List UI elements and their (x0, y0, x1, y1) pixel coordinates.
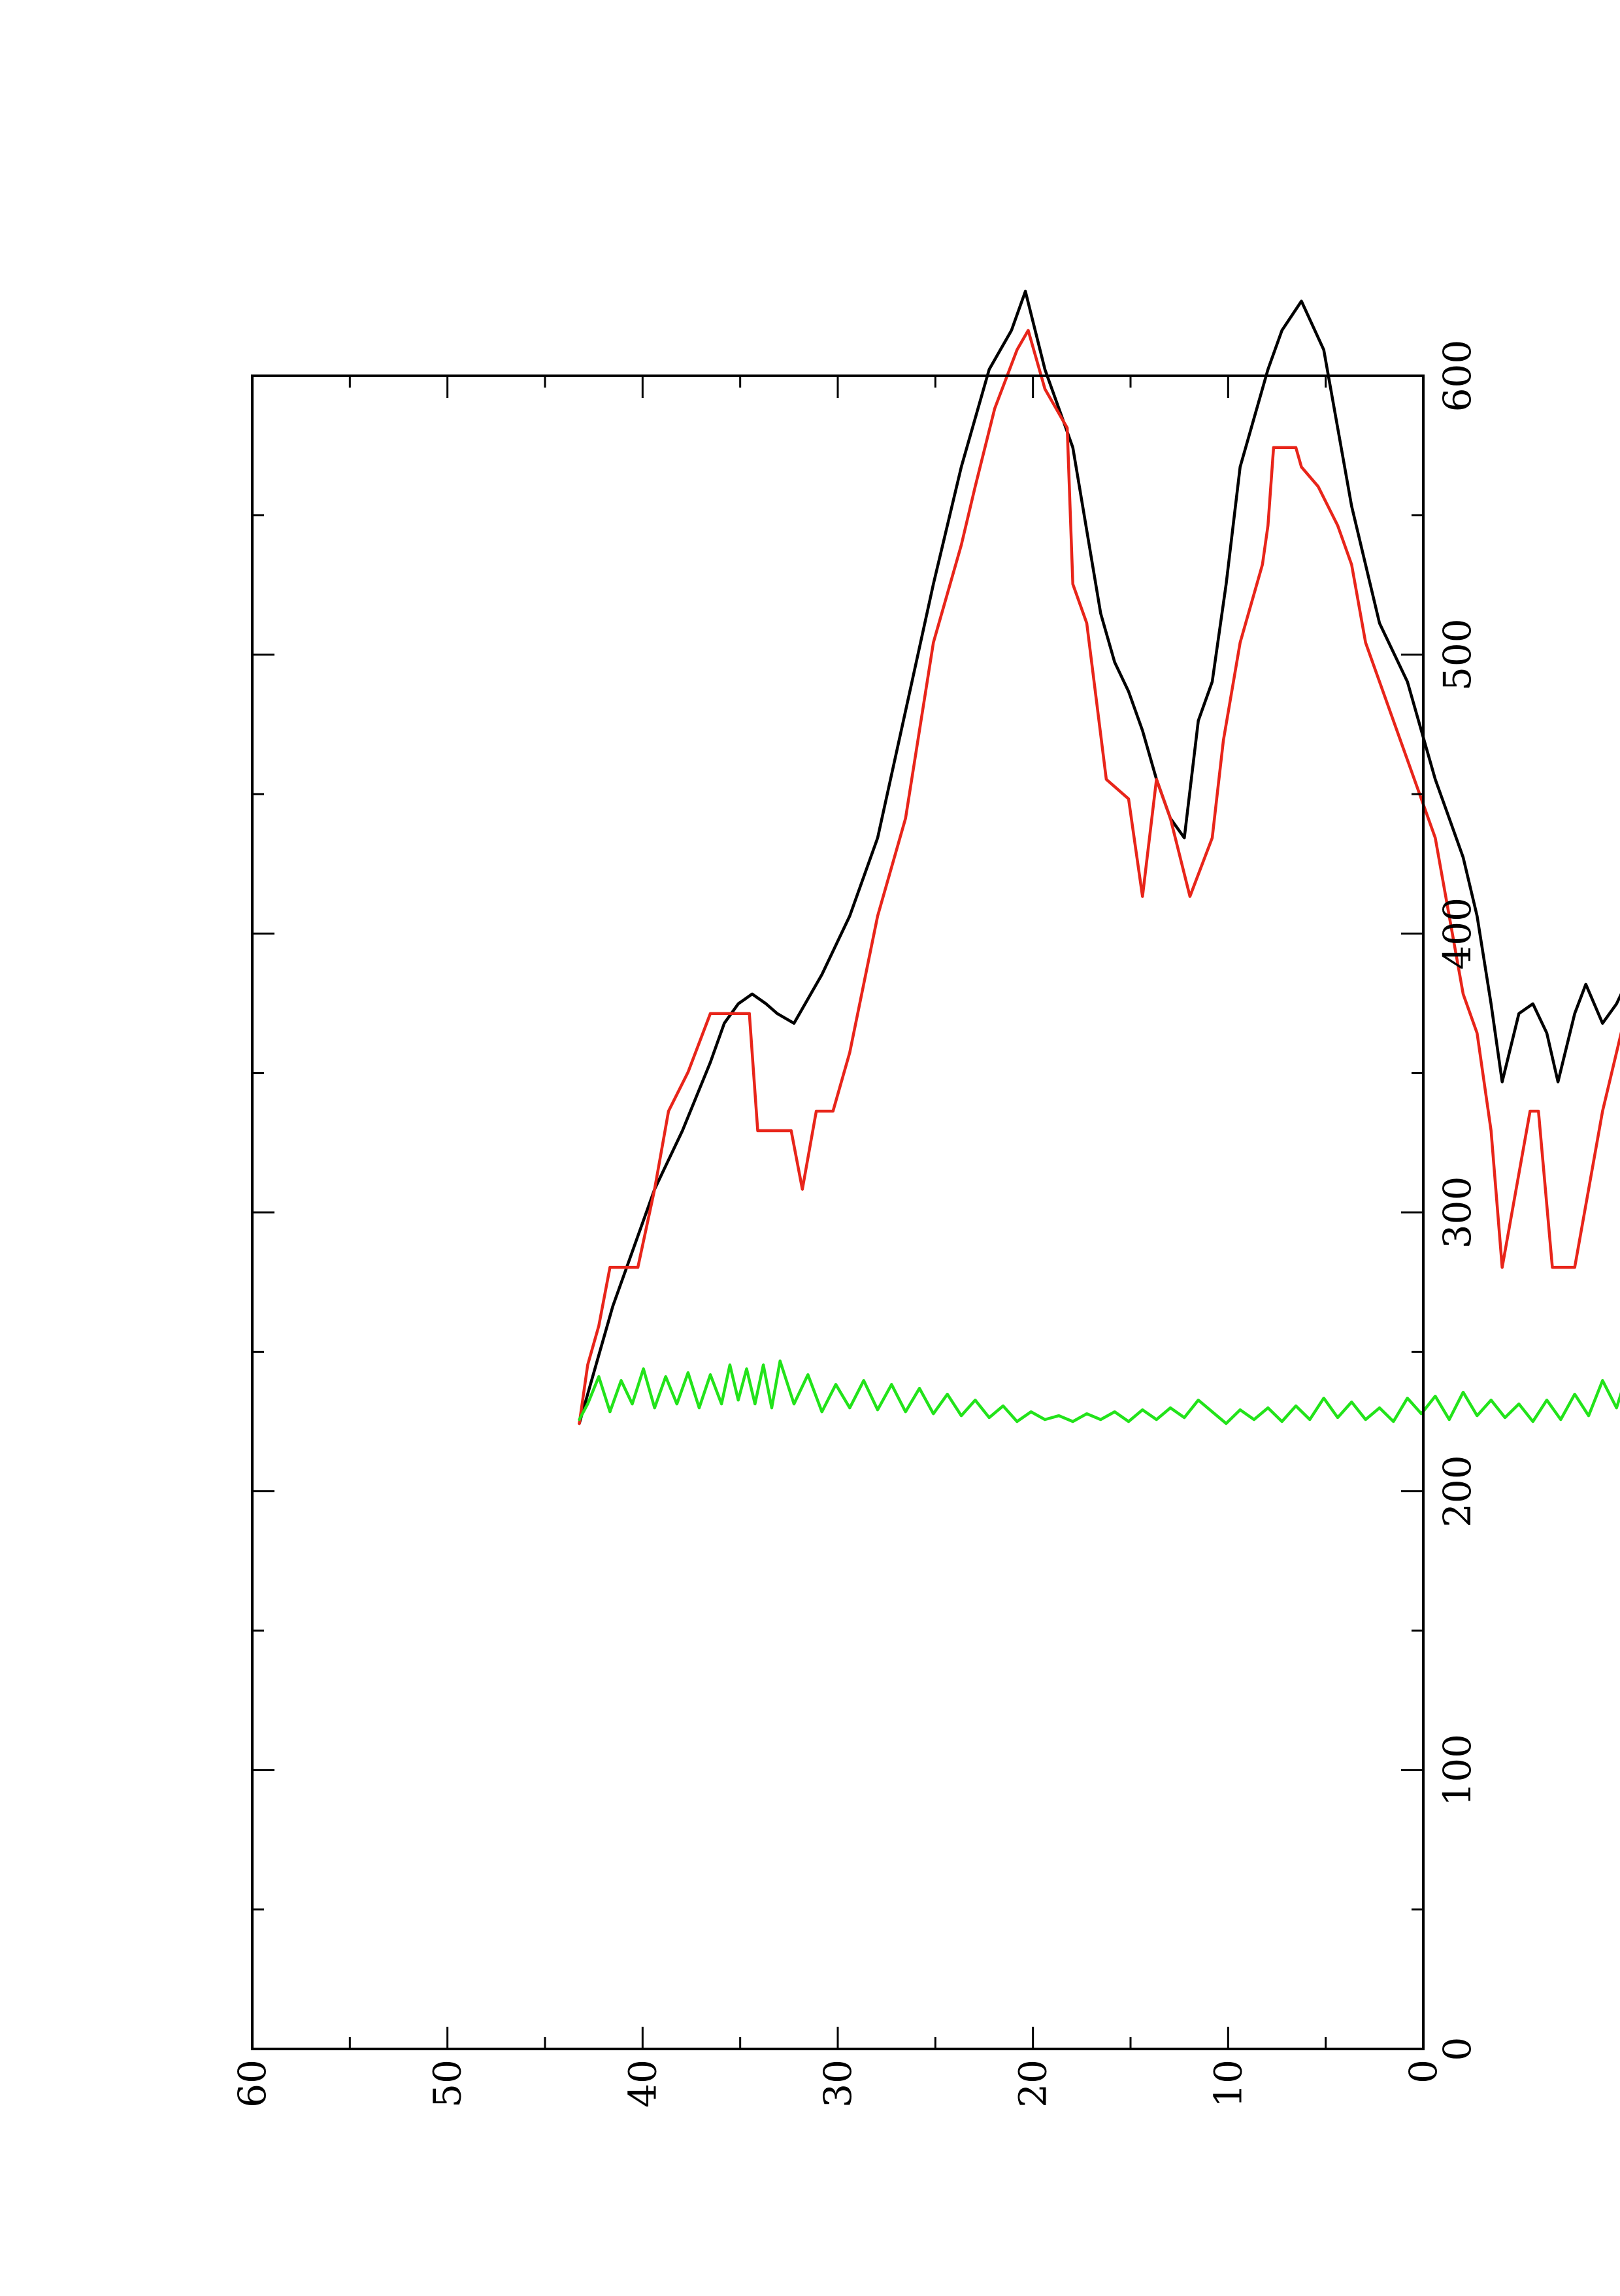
y-tick-label: 60 (230, 2059, 274, 2108)
x-tick-label: 500 (1435, 618, 1479, 691)
y-tick-label: 40 (620, 2059, 665, 2108)
x-tick-label: 600 (1435, 340, 1479, 412)
x-tick-label: 400 (1435, 897, 1479, 970)
y-tick-label: 20 (1011, 2059, 1055, 2108)
x-tick-label: 200 (1435, 1455, 1479, 1527)
y-tick-label: 10 (1206, 2059, 1250, 2108)
x-tick-label: 0 (1435, 2037, 1479, 2061)
y-tick-label: 0 (1401, 2059, 1446, 2084)
x-tick-label: 100 (1435, 1734, 1479, 1806)
x-tick-label: 300 (1435, 1176, 1479, 1249)
y-tick-label: 50 (425, 2059, 470, 2108)
y-tick-label: 30 (816, 2059, 860, 2108)
